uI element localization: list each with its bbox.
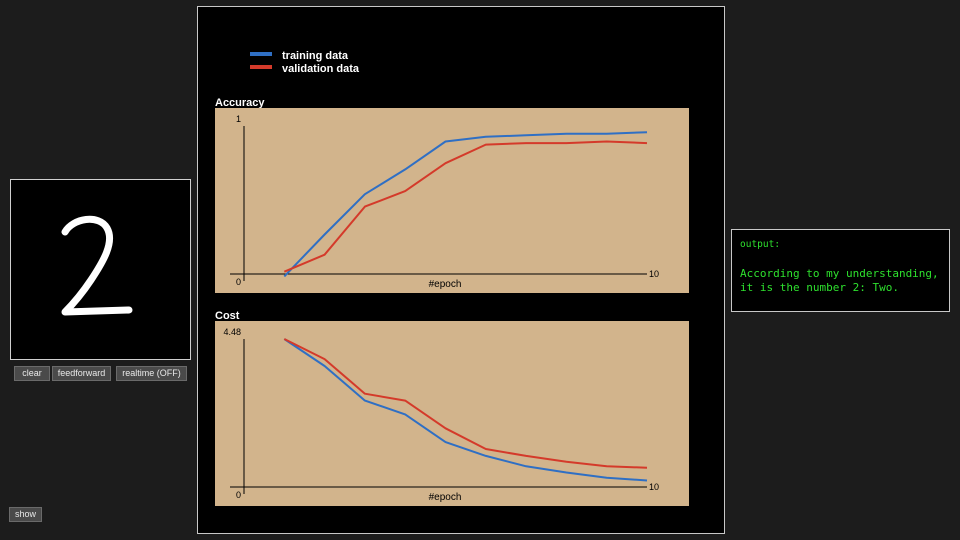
accuracy-series-training-line — [283, 131, 648, 278]
cost-chart: 4.48 0 10 #epoch — [215, 321, 689, 506]
drawing-canvas[interactable] — [10, 179, 191, 360]
output-message: According to my understanding, it is the… — [740, 267, 945, 295]
legend-label-validation: validation data — [282, 63, 360, 75]
cost-series-validation-line — [283, 338, 648, 469]
feedforward-button[interactable]: feedforward — [52, 366, 111, 381]
accuracy-title: Accuracy — [215, 97, 265, 109]
realtime-toggle-button[interactable]: realtime (OFF) — [116, 366, 187, 381]
chart-panel: training data validation data Accuracy 1… — [197, 6, 725, 534]
cost-title: Cost — [215, 310, 240, 322]
accuracy-plot-area — [215, 108, 689, 293]
accuracy-chart: 1 0 10 #epoch — [215, 108, 689, 293]
accuracy-x-tick-max: 10 — [649, 269, 659, 279]
output-line-2: it is the number 2: Two. — [740, 281, 899, 294]
cost-x-label: #epoch — [429, 492, 462, 503]
accuracy-series-validation-line — [283, 140, 648, 273]
accuracy-y-tick-min: 0 — [236, 277, 241, 287]
legend-label-training: training data — [282, 50, 349, 62]
cost-plot-area — [215, 321, 689, 506]
output-label: output: — [740, 239, 781, 250]
accuracy-y-tick-max: 1 — [236, 114, 241, 124]
legend-swatch-training — [250, 52, 272, 56]
charts-svg: training data validation data Accuracy 1… — [215, 50, 689, 506]
legend: training data validation data — [250, 50, 360, 75]
cost-series-training-line — [283, 338, 648, 482]
output-line-1: According to my understanding, — [740, 267, 939, 280]
cost-x-tick-max: 10 — [649, 482, 659, 492]
show-button[interactable]: show — [9, 507, 42, 522]
clear-button[interactable]: clear — [14, 366, 50, 381]
cost-y-tick-max: 4.48 — [223, 327, 241, 337]
handwritten-digit — [61, 215, 133, 316]
legend-swatch-validation — [250, 65, 272, 69]
cost-y-tick-min: 0 — [236, 490, 241, 500]
accuracy-x-label: #epoch — [429, 279, 462, 290]
output-panel: output: According to my understanding, i… — [731, 229, 950, 312]
